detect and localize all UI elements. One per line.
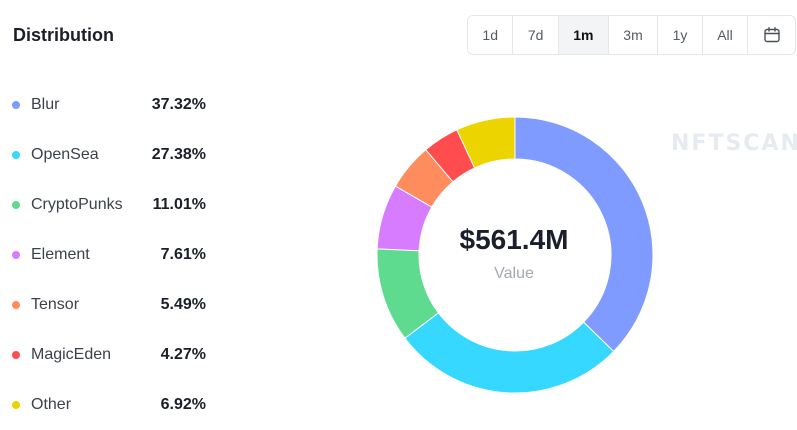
legend-dot	[12, 401, 20, 409]
legend-item-cryptopunks[interactable]: CryptoPunks 11.01%	[12, 180, 212, 230]
range-1d-button[interactable]: 1d	[468, 16, 514, 54]
range-all-button[interactable]: All	[703, 16, 749, 54]
legend-item-opensea[interactable]: OpenSea 27.38%	[12, 130, 212, 180]
nftscan-watermark: NFTSCAN	[671, 131, 797, 156]
legend-item-magiceden[interactable]: MagicEden 4.27%	[12, 330, 212, 380]
legend-item-tensor[interactable]: Tensor 5.49%	[12, 280, 212, 330]
legend-label: Blur	[31, 96, 60, 113]
legend-item-element[interactable]: Element 7.61%	[12, 230, 212, 280]
legend-percent: 7.61%	[160, 246, 206, 263]
legend-percent: 11.01%	[152, 196, 206, 213]
range-1m-button[interactable]: 1m	[558, 16, 609, 54]
legend-dot	[12, 301, 20, 309]
range-3m-button[interactable]: 3m	[609, 16, 659, 54]
legend-percent: 37.32%	[151, 96, 206, 113]
total-value-label: Value	[494, 265, 534, 282]
legend-label: OpenSea	[31, 146, 99, 163]
legend-label: Tensor	[31, 296, 80, 313]
legend-dot	[12, 101, 20, 109]
calendar-button[interactable]	[748, 16, 795, 54]
legend-percent: 6.92%	[160, 396, 206, 413]
legend-dot	[12, 251, 20, 259]
total-value: $561.4M	[459, 224, 569, 255]
time-range-selector: 1d 7d 1m 3m 1y All	[467, 15, 796, 55]
legend-dot	[12, 201, 20, 209]
calendar-icon	[763, 27, 780, 43]
legend: Blur 37.32% OpenSea 27.38% CryptoPunks 1…	[12, 80, 212, 430]
legend-label: Other	[31, 396, 72, 413]
legend-dot	[12, 351, 20, 359]
legend-dot	[12, 151, 20, 159]
donut-slice-blur[interactable]	[514, 116, 654, 353]
range-7d-button[interactable]: 7d	[513, 16, 559, 54]
legend-item-other[interactable]: Other 6.92%	[12, 380, 212, 430]
legend-label: MagicEden	[31, 346, 112, 363]
range-1y-button[interactable]: 1y	[658, 16, 703, 54]
legend-percent: 4.27%	[160, 346, 206, 363]
donut-slice-other[interactable]	[456, 116, 516, 169]
legend-label: Element	[31, 246, 90, 263]
chart-title: Distribution	[13, 25, 114, 45]
legend-label: CryptoPunks	[31, 196, 123, 213]
legend-percent: 27.38%	[151, 146, 206, 163]
legend-percent: 5.49%	[160, 296, 206, 313]
donut-slice-opensea[interactable]	[404, 312, 615, 394]
legend-item-blur[interactable]: Blur 37.32%	[12, 80, 212, 130]
